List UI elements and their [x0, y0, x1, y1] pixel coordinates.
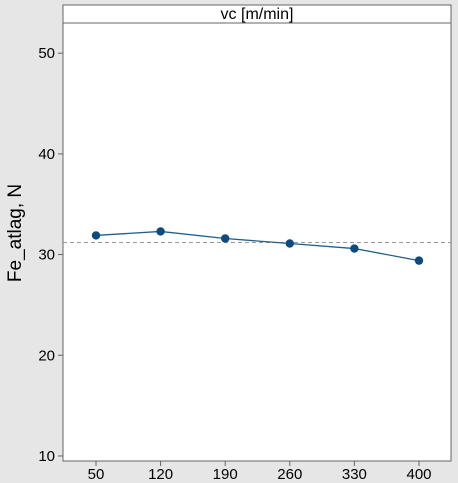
panel-title: vc [m/min] [221, 6, 294, 23]
x-tick-label: 120 [148, 466, 173, 483]
x-axis: 50 120 190 260 330 400 [88, 461, 432, 483]
x-tick-label: 50 [88, 466, 105, 483]
data-point [285, 239, 294, 248]
y-tick-label: 10 [38, 448, 55, 465]
x-tick-label: 190 [213, 466, 238, 483]
data-point [350, 244, 359, 253]
x-tick-label: 330 [342, 466, 367, 483]
series-layer [91, 227, 424, 265]
panel-header [62, 4, 452, 24]
y-axis-title: Fe_atlag, N [5, 184, 26, 282]
data-point [221, 234, 230, 243]
data-point [91, 231, 101, 240]
data-point [414, 256, 424, 265]
series-line [95, 230, 420, 262]
x-tick-label: 260 [277, 466, 302, 483]
data-point [156, 227, 165, 236]
y-tick-label: 50 [38, 45, 55, 62]
x-tick-label: 400 [406, 466, 431, 483]
y-tick-label: 40 [38, 146, 55, 163]
y-tick-label: 30 [38, 247, 55, 264]
y-axis: 10 20 30 40 50 [38, 45, 63, 465]
y-tick-label: 20 [38, 347, 55, 364]
plot-panel [62, 4, 452, 462]
